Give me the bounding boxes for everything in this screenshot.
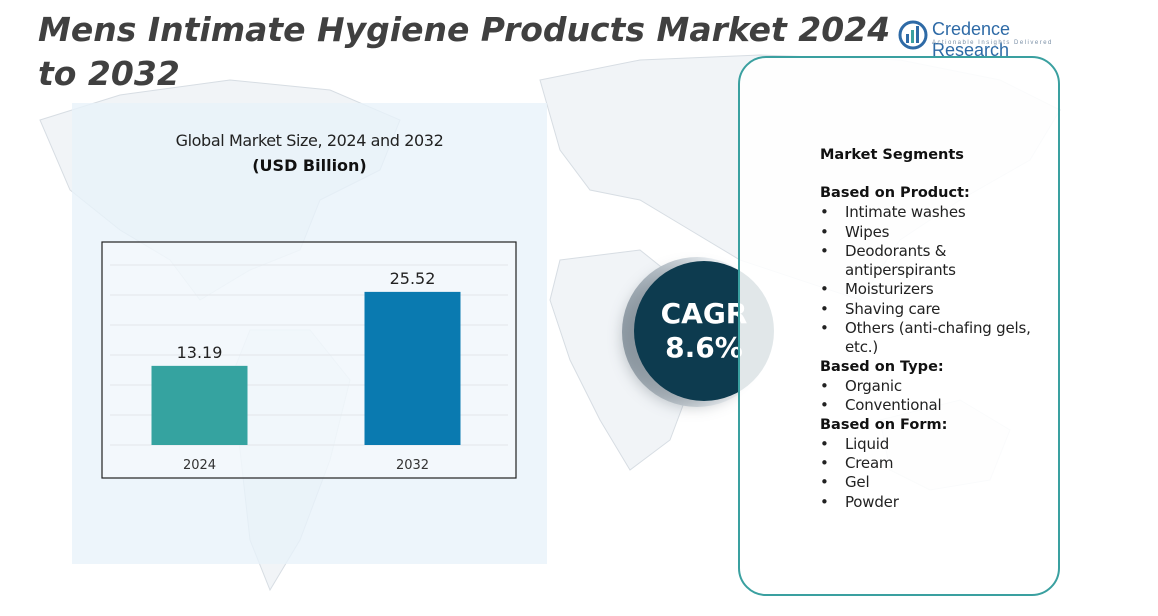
bullet-icon: • (820, 473, 829, 492)
list-item: • Conventional (820, 396, 1055, 415)
list-item: • Wipes (820, 223, 1055, 242)
logo-tagline: Actionable Insights Delivered (932, 40, 1053, 46)
segment-item-label: Conventional (845, 396, 942, 415)
segment-list-type: • Organic • Conventional (820, 377, 1055, 416)
segment-group-title: Based on Product: (820, 185, 970, 201)
segment-item-label: Liquid (845, 434, 890, 453)
segment-list-product: • Intimate washes • Wipes • Deodorants & an… (820, 203, 1055, 357)
bullet-icon: • (820, 299, 829, 318)
bar-value-label: 25.52 (390, 269, 436, 288)
segment-item-label: Gel (845, 473, 870, 492)
value-labels: 13.19 25.52 (177, 269, 436, 362)
chart-panel: Global Market Size, 2024 and 2032 (USD B… (72, 103, 547, 564)
list-item: • Gel (820, 473, 1055, 492)
segment-group-title: Based on Type: (820, 358, 944, 375)
bar-2024 (151, 365, 248, 445)
segment-item-label: Deodorants & antiperspirants (845, 241, 956, 280)
category-label: 2032 (396, 458, 429, 473)
bullet-icon: • (820, 203, 829, 222)
bullet-icon: • (820, 454, 829, 473)
segment-group-title: Based on Form: (820, 416, 948, 433)
bullet-icon: • (820, 396, 829, 415)
bullet-icon: • (820, 280, 829, 299)
market-segments-panel: Market Segments Based on Product: • Intim… (738, 56, 1060, 596)
cagr-value: 8.6% (665, 331, 743, 364)
category-label: 2024 (183, 458, 216, 473)
segment-item-label: Intimate washes (845, 203, 966, 222)
list-item: • Liquid (820, 435, 1055, 454)
segment-item-label: Organic (845, 376, 902, 395)
segments-content: Market Segments Based on Product: • Intim… (820, 146, 1055, 512)
list-item: • Cream (820, 454, 1055, 473)
bullet-icon: • (820, 492, 829, 511)
bar-chart: 13.19 25.52 2024 2032 (101, 241, 517, 479)
category-labels: 2024 2032 (183, 458, 429, 473)
list-item: • Powder (820, 493, 1055, 512)
segments-heading: Market Segments (820, 147, 964, 163)
logo-name: Credence Research (932, 19, 1011, 60)
segment-item-label: Powder (845, 492, 899, 511)
bullet-icon: • (820, 376, 829, 395)
bars (151, 291, 461, 445)
segment-item-label: Cream (845, 454, 894, 473)
segment-list-form: • Liquid • Cream • Gel • Powder (820, 435, 1055, 512)
bar-value-label: 13.19 (177, 343, 223, 362)
list-item: • Moisturizers (820, 280, 1055, 299)
segment-item-label: Shaving care (845, 299, 941, 318)
bar-2032 (364, 291, 461, 445)
chart-unit: (USD Billion) (252, 156, 367, 175)
bullet-icon: • (820, 222, 829, 241)
brand-logo: Credence Research Actionable Insights De… (898, 18, 1088, 60)
bullet-icon: • (820, 434, 829, 453)
bullet-icon: • (820, 241, 829, 260)
cagr-label: CAGR (660, 297, 748, 330)
segment-item-label: Wipes (845, 222, 890, 241)
list-item: • Others (anti-chafing gels, etc.) (820, 319, 1055, 358)
list-item: • Intimate washes (820, 203, 1055, 222)
list-item: • Shaving care (820, 300, 1055, 319)
logo-icon (898, 20, 928, 50)
segment-item-label: Others (anti-chafing gels, etc.) (845, 319, 1031, 357)
page-title: Mens Intimate Hygiene Products Market 20… (38, 10, 891, 93)
chart-title: Global Market Size, 2024 and 2032 (175, 131, 444, 150)
list-item: • Organic (820, 377, 1055, 396)
bullet-icon: • (820, 319, 829, 338)
segment-item-label: Moisturizers (845, 280, 934, 299)
list-item: • Deodorants & antiperspirants (820, 242, 1055, 281)
